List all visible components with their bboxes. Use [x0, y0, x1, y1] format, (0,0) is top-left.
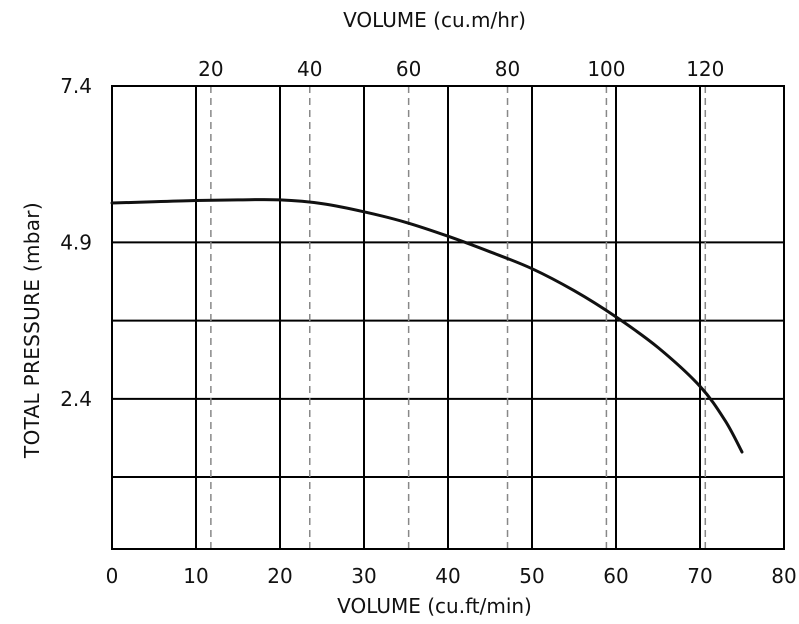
y-tick-label: 2.4	[60, 387, 92, 411]
x2-tick-label: 80	[495, 57, 520, 81]
y-tick-label: 4.9	[60, 230, 92, 254]
x-tick-label: 70	[687, 564, 712, 588]
bottom-axis-title: VOLUME (cu.ft/min)	[337, 594, 532, 618]
secondary-grid-lines	[210, 86, 707, 549]
x-tick-label: 80	[771, 564, 796, 588]
x2-tick-label: 20	[198, 57, 223, 81]
x-tick-label: 10	[183, 564, 208, 588]
tick-labels: 0 10 20 30 40 50 60 70 80 20 40 60 80 100 120 2.4 4.9 7.4	[60, 57, 797, 588]
grid-lines	[112, 86, 784, 549]
y-axis-title: TOTAL PRESSURE (mbar)	[20, 202, 44, 458]
x-tick-label: 40	[435, 564, 460, 588]
top-axis-title: VOLUME (cu.m/hr)	[343, 8, 526, 32]
y-tick-label: 7.4	[60, 74, 92, 98]
x2-tick-label: 40	[297, 57, 322, 81]
pressure-curve	[110, 198, 744, 454]
x-tick-label: 20	[267, 564, 292, 588]
x2-tick-label: 120	[686, 57, 724, 81]
x2-tick-label: 100	[587, 57, 625, 81]
x-tick-label: 0	[106, 564, 119, 588]
x-tick-label: 30	[351, 564, 376, 588]
plot-frame	[111, 85, 785, 550]
x-tick-label: 60	[603, 564, 628, 588]
x2-tick-label: 60	[396, 57, 421, 81]
x-tick-label: 50	[519, 564, 544, 588]
